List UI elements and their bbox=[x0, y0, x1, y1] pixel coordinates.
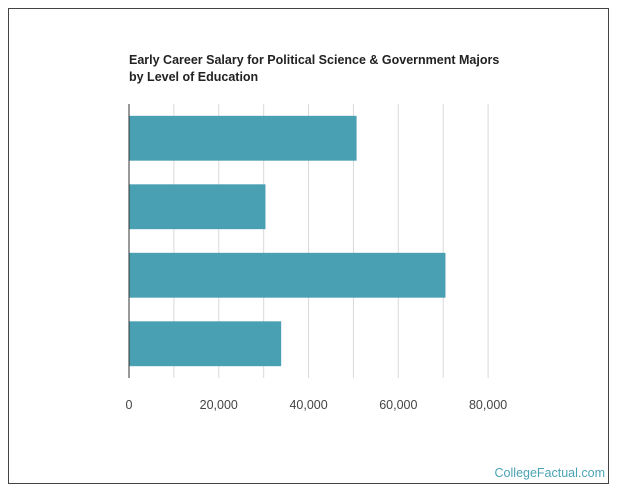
x-tick-label: 80,000 bbox=[469, 398, 507, 412]
x-tick-label: 0 bbox=[126, 398, 133, 412]
chart-title-line-2: by Level of Education bbox=[129, 70, 259, 84]
x-tick-label: 40,000 bbox=[289, 398, 327, 412]
chart-title-line-1: Early Career Salary for Political Scienc… bbox=[129, 53, 500, 67]
bar-3 bbox=[129, 252, 446, 298]
bar-4 bbox=[129, 321, 282, 367]
bar-1 bbox=[129, 115, 357, 161]
chart-title: Early Career Salary for Political Scienc… bbox=[129, 52, 529, 86]
x-tick-label: 60,000 bbox=[379, 398, 417, 412]
x-tick-label: 20,000 bbox=[200, 398, 238, 412]
source-credit[interactable]: CollegeFactual.com bbox=[494, 466, 605, 480]
bar-2 bbox=[129, 184, 266, 230]
